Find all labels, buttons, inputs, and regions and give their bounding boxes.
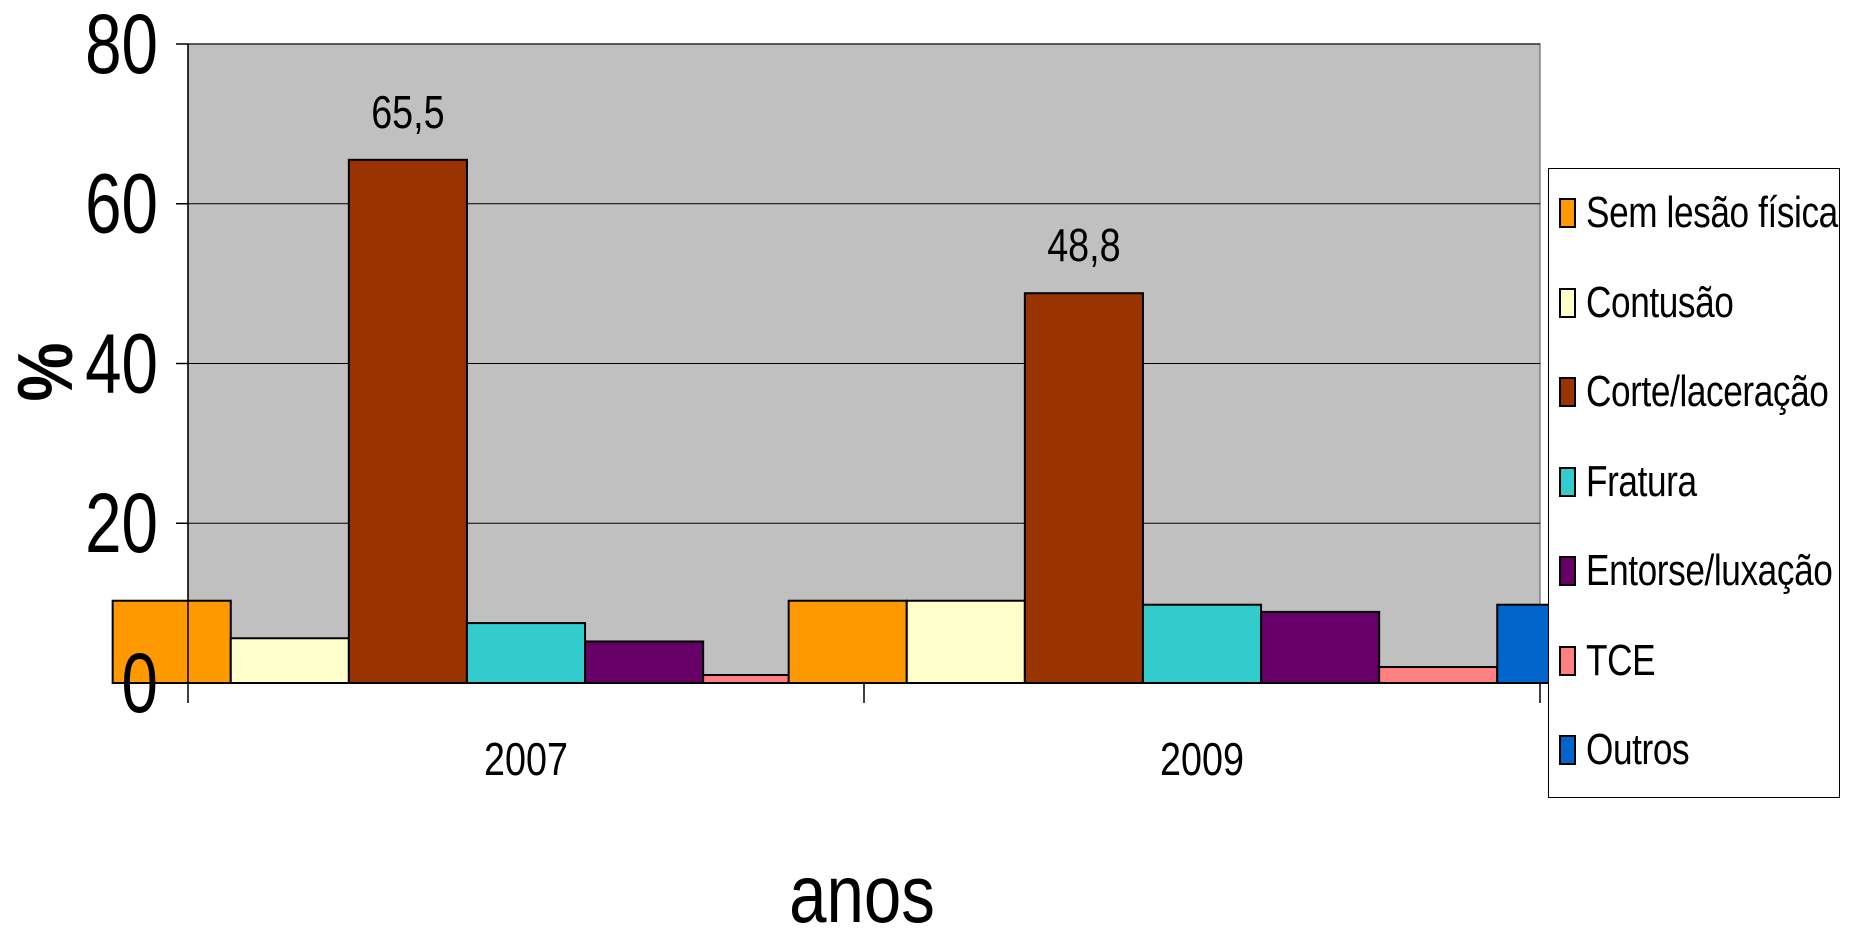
legend-label: Outros bbox=[1586, 725, 1690, 774]
legend-item: Entorse/luxação bbox=[1559, 541, 1849, 601]
bars bbox=[111, 158, 1617, 685]
bar bbox=[584, 640, 705, 685]
x-axis-title: anos bbox=[789, 848, 935, 931]
bar bbox=[1378, 666, 1499, 685]
bar bbox=[1141, 603, 1263, 684]
data-labels: 65,5 48,8 bbox=[371, 86, 1120, 271]
legend-item: Contusão bbox=[1559, 273, 1770, 333]
legend-swatch bbox=[1559, 198, 1576, 228]
y-tick-label: 20 bbox=[85, 476, 158, 570]
legend-swatch bbox=[1559, 377, 1576, 407]
x-tick-label: 2009 bbox=[1160, 733, 1244, 784]
legend-label: Corte/laceração bbox=[1586, 367, 1829, 416]
y-tick-label: 80 bbox=[85, 0, 158, 91]
legend-label: Fratura bbox=[1586, 456, 1697, 506]
legend-label: TCE bbox=[1586, 635, 1656, 685]
bar bbox=[465, 622, 587, 684]
legend: Sem lesão física Contusão Corte/laceração F… bbox=[1548, 168, 1840, 798]
legend-item: Outros bbox=[1559, 720, 1715, 780]
data-label: 65,5 bbox=[371, 86, 444, 137]
legend-label: Contusão bbox=[1586, 277, 1734, 327]
bar bbox=[905, 599, 1026, 685]
bar bbox=[1023, 292, 1144, 684]
y-tick-labels: 0 20 40 60 80 bbox=[85, 0, 158, 730]
legend-swatch bbox=[1559, 556, 1576, 586]
legend-swatch bbox=[1559, 645, 1576, 676]
legend-label: Sem lesão física bbox=[1586, 188, 1838, 237]
legend-item: Corte/laceração bbox=[1559, 362, 1849, 422]
legend-swatch bbox=[1559, 735, 1576, 765]
bar bbox=[787, 599, 908, 685]
y-tick-label: 0 bbox=[122, 636, 158, 730]
y-tick-label: 60 bbox=[85, 157, 158, 251]
x-tick-label: 2007 bbox=[484, 733, 568, 784]
axes bbox=[176, 43, 1541, 703]
legend-item: Sem lesão física bbox=[1559, 183, 1849, 243]
y-axis-title: % bbox=[2, 343, 89, 402]
legend-label: Entorse/luxação bbox=[1586, 546, 1833, 595]
x-tick-labels: 2007 2009 bbox=[484, 733, 1244, 784]
legend-item: TCE bbox=[1559, 631, 1673, 691]
data-label: 48,8 bbox=[1047, 220, 1120, 271]
bar bbox=[111, 599, 232, 685]
bar bbox=[229, 637, 350, 685]
y-tick-label: 40 bbox=[85, 317, 158, 411]
bar bbox=[1260, 610, 1381, 685]
legend-item: Fratura bbox=[1559, 452, 1724, 512]
legend-swatch bbox=[1559, 287, 1576, 318]
legend-swatch bbox=[1559, 466, 1576, 497]
bar bbox=[347, 158, 468, 685]
